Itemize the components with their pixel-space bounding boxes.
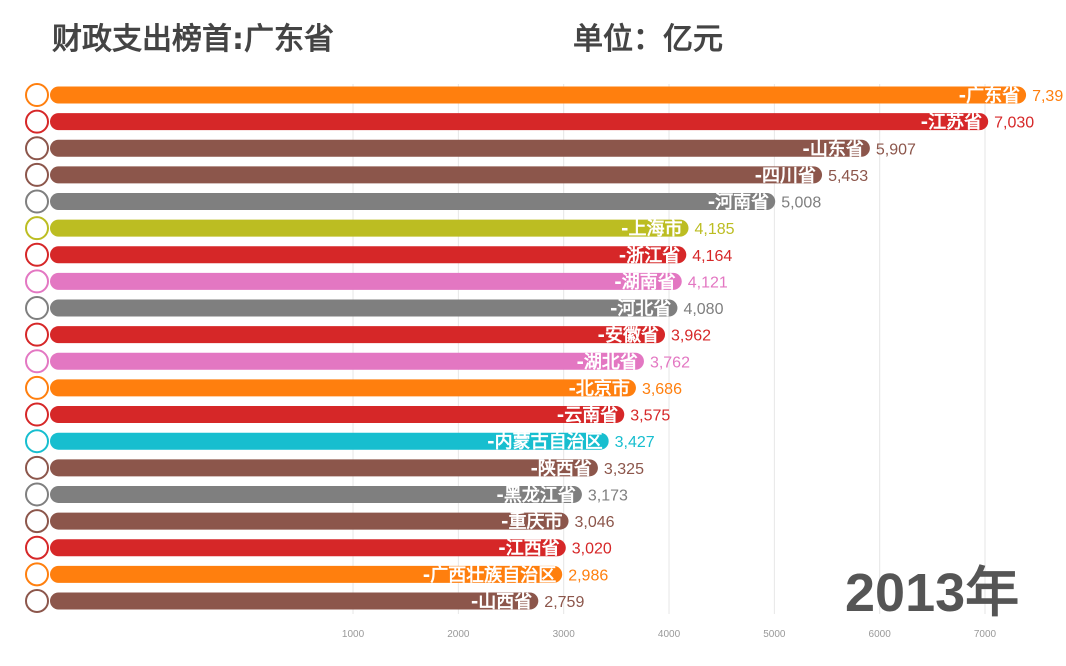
x-tick-label: 1000 — [342, 629, 365, 640]
bar-marker-circle — [25, 349, 49, 374]
x-tick-label: 2000 — [447, 629, 470, 640]
bar — [50, 512, 569, 530]
bar — [50, 352, 644, 370]
bar — [50, 485, 582, 503]
bar-marker-circle — [25, 509, 49, 534]
bar-label: -浙江省 — [619, 244, 680, 266]
bar-label: -山西省 — [471, 590, 532, 612]
bar-marker-circle — [25, 588, 49, 613]
bar-label: -上海市 — [621, 218, 682, 240]
value-label: 3,325 — [604, 461, 644, 478]
value-label: 3,427 — [615, 434, 655, 451]
bar-marker-circle — [25, 296, 49, 321]
bar-label: -湖北省 — [576, 351, 637, 373]
bar-marker-circle — [25, 269, 49, 294]
value-label: 7,030 — [994, 115, 1034, 132]
bar-label: -江苏省 — [921, 111, 982, 133]
bar-label: -四川省 — [755, 164, 816, 186]
bar — [50, 379, 636, 397]
bar — [50, 246, 687, 264]
bar-label: -湖南省 — [614, 271, 675, 293]
value-label: 2,759 — [544, 594, 584, 611]
value-label: 3,173 — [588, 487, 628, 504]
value-label: 7,39 — [1032, 88, 1063, 105]
bar — [50, 565, 563, 583]
bar-marker-circle — [25, 402, 49, 427]
value-label: 3,575 — [630, 408, 670, 425]
value-label: 3,046 — [575, 514, 615, 531]
bar-label: -云南省 — [557, 404, 618, 426]
value-label: 5,453 — [828, 168, 868, 185]
bar — [50, 219, 689, 237]
bar-label: -内蒙古自治区 — [487, 431, 602, 453]
bar-marker-circle — [25, 455, 49, 480]
value-label: 4,164 — [692, 248, 732, 265]
x-tick-label: 5000 — [763, 629, 786, 640]
value-label: 5,008 — [781, 195, 821, 212]
value-label: 4,080 — [683, 301, 723, 318]
bar-label: -陕西省 — [530, 457, 591, 479]
bar-label: -黑龙江省 — [496, 484, 575, 506]
bar-label: -河北省 — [610, 298, 671, 320]
x-tick-label: 6000 — [869, 629, 892, 640]
bar — [50, 326, 666, 344]
value-label: 2,986 — [568, 567, 608, 584]
bar-label: -河南省 — [708, 191, 769, 213]
bar — [50, 139, 870, 157]
value-label: 3,762 — [650, 354, 690, 371]
bar-marker-circle — [25, 322, 49, 347]
bar-marker-circle — [25, 562, 49, 587]
bar-marker-circle — [25, 375, 49, 400]
chart-title: 财政支出榜首:广东省 — [52, 22, 334, 57]
bar-label: -江西省 — [498, 537, 559, 559]
bar — [50, 406, 625, 424]
bar — [50, 166, 823, 184]
unit-label: 单位：亿元 — [573, 22, 723, 57]
bar — [50, 432, 609, 450]
bar-marker-circle — [25, 83, 49, 107]
bar-marker-circle — [25, 242, 49, 267]
x-tick-label: 4000 — [658, 629, 681, 640]
bar-label: -安徽省 — [598, 324, 659, 346]
value-label: 4,121 — [688, 274, 728, 291]
bar — [50, 272, 682, 290]
bar — [50, 113, 989, 131]
bar-label: -北京市 — [568, 377, 629, 399]
value-label: 5,907 — [876, 141, 916, 158]
bar — [50, 539, 566, 557]
bar-marker-circle — [25, 482, 49, 507]
year-label: 2013年 — [845, 563, 1020, 623]
bar-label: -广东省 — [959, 85, 1020, 107]
bar-marker-circle — [25, 189, 49, 214]
x-tick-label: 3000 — [553, 629, 576, 640]
bar — [50, 86, 1027, 104]
bar-marker-circle — [25, 216, 49, 241]
bar-label: -山东省 — [802, 138, 863, 160]
bar — [50, 459, 598, 477]
bar — [50, 193, 776, 211]
value-label: 3,962 — [671, 328, 711, 345]
value-label: 4,185 — [695, 221, 735, 238]
bar-marker-circle — [25, 429, 49, 454]
value-label: 3,686 — [642, 381, 682, 398]
bar-marker-circle — [25, 535, 49, 560]
bar — [50, 592, 539, 610]
bar — [50, 299, 678, 317]
bar-marker-circle — [25, 136, 49, 161]
bar-marker-circle — [25, 109, 49, 134]
bar-marker-circle — [25, 162, 49, 187]
bar-label: -重庆市 — [501, 511, 562, 533]
x-tick-label: 7000 — [974, 629, 997, 640]
bar-label: -广西壮族自治区 — [423, 564, 556, 586]
value-label: 3,020 — [572, 541, 612, 558]
